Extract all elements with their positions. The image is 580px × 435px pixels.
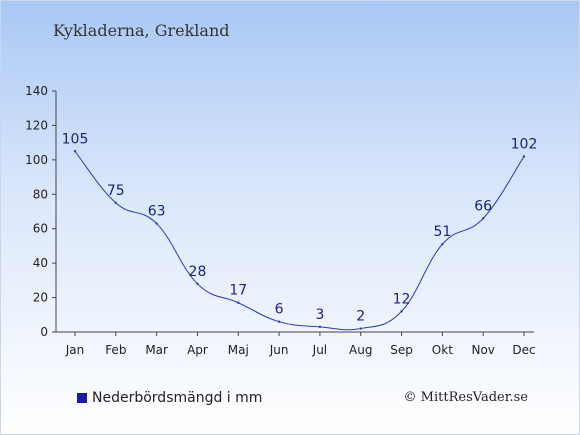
data-label: 2 (356, 309, 365, 325)
y-tick-label: 20 (33, 291, 48, 305)
y-tick-label: 120 (25, 118, 48, 132)
data-point (359, 327, 362, 330)
x-tick-label: Apr (187, 343, 208, 357)
y-tick-label: 140 (25, 84, 48, 98)
x-tick-label: Jul (312, 343, 327, 357)
copyright-text: © MittResVader.se (403, 390, 528, 405)
data-label: 6 (275, 302, 284, 318)
data-point (481, 217, 485, 220)
data-point (114, 201, 118, 205)
series-line (74, 150, 525, 331)
x-tick-label: Jan (65, 343, 85, 357)
data-label: 63 (148, 204, 166, 220)
y-tick-label: 100 (25, 153, 48, 167)
x-tick-label: Aug (349, 343, 372, 357)
legend-label: Nederbördsmängd i mm (92, 390, 263, 406)
data-point (73, 150, 77, 153)
data-point (400, 310, 403, 313)
x-tick-label: Mar (145, 343, 168, 357)
data-point (155, 222, 158, 225)
x-tick-label: Maj (228, 343, 249, 357)
x-tick-label: Sep (390, 343, 413, 357)
data-label: 51 (433, 224, 451, 240)
data-point (237, 301, 240, 304)
data-label: 66 (474, 198, 492, 214)
data-label: 105 (62, 131, 89, 147)
data-point (318, 325, 322, 329)
data-label: 3 (315, 307, 324, 323)
y-tick-label: 40 (33, 256, 48, 270)
y-tick-label: 80 (33, 187, 48, 201)
x-tick-label: Nov (471, 343, 494, 357)
chart-title: Kykladerna, Grekland (53, 21, 230, 40)
data-point (196, 282, 199, 285)
legend: Nederbördsmängd i mm (77, 390, 262, 406)
x-tick-label: Dec (512, 343, 535, 357)
data-label: 102 (511, 136, 538, 152)
x-tick-label: Okt (432, 343, 453, 357)
data-label: 17 (229, 283, 247, 299)
x-tick-label: Feb (105, 343, 126, 357)
data-label: 28 (189, 264, 207, 280)
y-tick-label: 60 (33, 222, 48, 236)
data-label: 75 (107, 183, 125, 199)
data-point (522, 155, 526, 158)
x-tick-label: Jun (269, 343, 289, 357)
legend-swatch (77, 393, 87, 403)
data-label: 12 (393, 291, 411, 307)
y-tick-label: 0 (40, 325, 48, 339)
data-point (441, 243, 444, 246)
data-point (277, 320, 281, 323)
